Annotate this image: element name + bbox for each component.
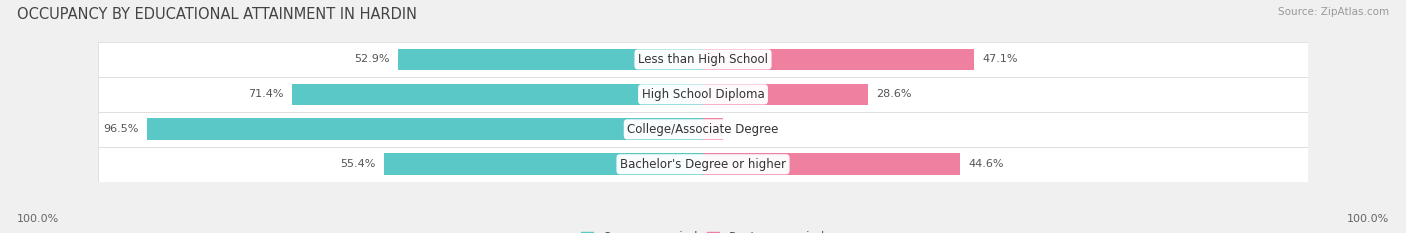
Text: College/Associate Degree: College/Associate Degree [627, 123, 779, 136]
Text: 44.6%: 44.6% [969, 159, 1004, 169]
Bar [384, 154, 703, 175]
Legend: Owner-occupied, Renter-occupied: Owner-occupied, Renter-occupied [576, 226, 830, 233]
Text: 71.4%: 71.4% [247, 89, 283, 99]
Text: 100.0%: 100.0% [17, 214, 59, 224]
Bar [398, 49, 703, 70]
FancyBboxPatch shape [98, 42, 1308, 77]
Text: Less than High School: Less than High School [638, 53, 768, 66]
FancyBboxPatch shape [98, 77, 1308, 112]
Text: 28.6%: 28.6% [876, 89, 912, 99]
Text: 52.9%: 52.9% [354, 55, 389, 64]
Text: OCCUPANCY BY EDUCATIONAL ATTAINMENT IN HARDIN: OCCUPANCY BY EDUCATIONAL ATTAINMENT IN H… [17, 7, 416, 22]
Bar [703, 49, 974, 70]
Text: 55.4%: 55.4% [340, 159, 375, 169]
Text: Source: ZipAtlas.com: Source: ZipAtlas.com [1278, 7, 1389, 17]
Bar [148, 118, 703, 140]
Text: 47.1%: 47.1% [983, 55, 1018, 64]
Bar [703, 84, 868, 105]
Bar [292, 84, 703, 105]
Text: High School Diploma: High School Diploma [641, 88, 765, 101]
Text: 96.5%: 96.5% [104, 124, 139, 134]
Text: 3.5%: 3.5% [731, 124, 761, 134]
FancyBboxPatch shape [98, 147, 1308, 182]
Bar [703, 118, 723, 140]
Text: Bachelor's Degree or higher: Bachelor's Degree or higher [620, 158, 786, 171]
FancyBboxPatch shape [98, 112, 1308, 147]
Text: 100.0%: 100.0% [1347, 214, 1389, 224]
Bar [703, 154, 960, 175]
